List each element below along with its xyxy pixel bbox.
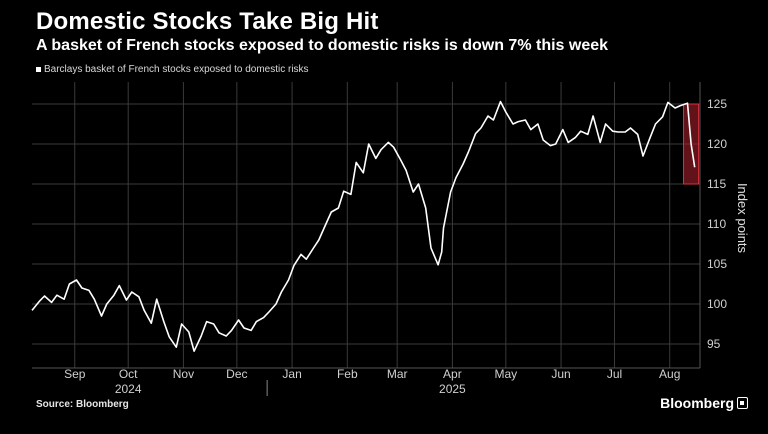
y-tick-label: 120 (707, 137, 727, 151)
y-tick-label: 110 (707, 217, 726, 231)
brand-logo: Bloomberg (660, 395, 748, 411)
legend-label: Barclays basket of French stocks exposed… (44, 64, 309, 75)
x-tick-label: Nov (173, 367, 194, 381)
y-tick-label: 95 (707, 337, 721, 351)
x-tick-label: Mar (387, 367, 408, 381)
legend: Barclays basket of French stocks exposed… (36, 64, 309, 75)
x-tick-label: Aug (659, 367, 680, 381)
y-tick-label: 125 (707, 97, 727, 111)
chart-subtitle: A basket of French stocks exposed to dom… (36, 37, 609, 54)
brand-name: Bloomberg (660, 395, 734, 411)
y-axis-title: Index points (735, 183, 750, 254)
x-tick-label: Feb (337, 367, 358, 381)
source-note: Source: Bloomberg (36, 399, 129, 410)
x-tick-label: May (494, 367, 517, 381)
x-year-label: 2024 (115, 382, 142, 396)
x-tick-label: Dec (226, 367, 247, 381)
x-tick-label: Jun (551, 367, 570, 381)
x-tick-label: Sep (64, 367, 86, 381)
y-tick-label: 105 (707, 257, 727, 271)
series-layer (31, 100, 696, 353)
gridlines (32, 82, 701, 369)
series-line (31, 100, 696, 353)
x-tick-label: Jan (282, 367, 301, 381)
brand-mark-icon (737, 397, 748, 409)
x-tick-label: Oct (119, 367, 138, 381)
x-tick-label: Apr (443, 367, 462, 381)
x-year-label: 2025 (439, 382, 466, 396)
x-axis-ticks: Sep Oct Nov Dec Jan Feb Mar Apr May Jun Jul Aug 2024… (64, 367, 680, 396)
chart-title: Domestic Stocks Take Big Hit (36, 8, 379, 35)
y-tick-label: 100 (707, 297, 727, 311)
legend-swatch (36, 67, 41, 72)
y-tick-label: 115 (707, 177, 726, 191)
x-tick-label: Jul (607, 367, 622, 381)
y-axis-ticks: 95 100 105 110 115 120 125 (707, 97, 727, 351)
